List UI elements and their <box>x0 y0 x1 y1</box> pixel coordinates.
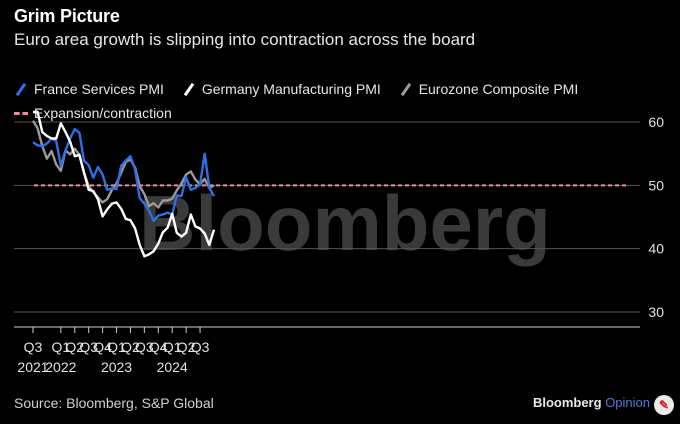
legend-label-france: France Services PMI <box>34 81 164 97</box>
x-tick-label-5-0: Q1 <box>107 339 126 355</box>
x-tick-label-6-0: Q2 <box>121 339 140 355</box>
x-tick-label-9-1: 2024 <box>157 359 188 375</box>
y-tick-label-30: 30 <box>648 304 664 320</box>
x-tick-label-8-0: Q4 <box>149 339 168 355</box>
x-tick-label-7-0: Q3 <box>135 339 154 355</box>
x-tick-label-9-0: Q1 <box>163 339 182 355</box>
x-tick-label-10-0: Q2 <box>177 339 196 355</box>
legend-label-germany: Germany Manufacturing PMI <box>201 81 381 97</box>
legend: France Services PMI Germany Manufacturin… <box>14 76 664 124</box>
chart-title: Grim Picture <box>14 6 120 26</box>
x-tick-label-2-0: Q2 <box>65 339 84 355</box>
legend-item-germany: Germany Manufacturing PMI <box>182 79 381 100</box>
x-tick-label-11-0: Q3 <box>191 339 210 355</box>
series-line-france-services-pmi <box>32 127 216 223</box>
opinion-badge-icon: ✎ <box>654 395 674 415</box>
series-line-germany-manufacturing-pmi <box>33 110 216 258</box>
x-tick-label-5-1: 2023 <box>101 359 132 375</box>
y-tick-label-50: 50 <box>648 177 664 193</box>
x-tick-label-4-0: Q4 <box>93 339 112 355</box>
source-note: Source: Bloomberg, S&P Global <box>14 395 214 411</box>
chart-subtitle: Euro area growth is slipping into contra… <box>14 30 476 49</box>
legend-item-eurozone: Eurozone Composite PMI <box>399 79 579 100</box>
watermark-text: Bloomberg <box>139 179 551 267</box>
x-tick-label-1-0: Q1 <box>51 339 70 355</box>
y-tick-label-40: 40 <box>648 241 664 257</box>
x-tick-label-1-1: 2022 <box>45 359 76 375</box>
legend-item-threshold: Expansion/contraction <box>14 103 172 124</box>
legend-label-threshold: Expansion/contraction <box>34 105 172 121</box>
x-tick-label-3-0: Q3 <box>79 339 98 355</box>
legend-swatch-threshold <box>14 112 28 115</box>
brand-logo: Bloomberg Opinion <box>532 395 650 410</box>
y-tick-label-60: 60 <box>648 114 664 130</box>
x-tick-label-0-0: Q3 <box>24 339 43 355</box>
legend-item-france: France Services PMI <box>14 79 164 100</box>
legend-label-eurozone: Eurozone Composite PMI <box>418 81 579 97</box>
x-tick-label-0-1: 2021 <box>17 359 48 375</box>
